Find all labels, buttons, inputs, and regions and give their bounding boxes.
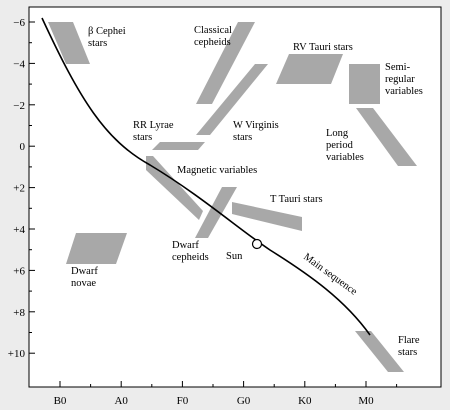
region-w-virginis	[196, 64, 268, 135]
sun-marker	[251, 238, 263, 250]
region-flare	[355, 331, 404, 372]
region-rr-lyrae	[152, 142, 205, 150]
x-tick-label: M0	[358, 395, 374, 407]
label-rr-lyrae: RR Lyrae stars	[133, 120, 176, 143]
region-semi-regular	[349, 64, 380, 104]
y-tick-label: −2	[13, 100, 25, 112]
label-flare: Flare stars	[398, 335, 422, 358]
label-rv-tauri: RV Tauri stars	[293, 42, 353, 53]
y-tick-label: 0	[20, 141, 26, 153]
label-dwarf-novae: Dwarf novae	[71, 266, 100, 289]
y-axis: −6 −4 −2 0 +2 +4 +6 +8 +10	[8, 17, 35, 360]
region-dwarf-cepheids	[195, 187, 237, 238]
label-magnetic: Magnetic variables	[177, 165, 257, 176]
x-tick-label: F0	[177, 395, 189, 407]
sun-label: Sun	[226, 251, 243, 262]
y-tick-label: +10	[8, 348, 26, 360]
x-tick-label: G0	[237, 395, 251, 407]
y-tick-label: −4	[13, 58, 25, 70]
y-tick-label: +4	[13, 224, 25, 236]
y-tick-label: +8	[13, 307, 25, 319]
region-classical-cepheids	[196, 22, 255, 104]
region-dwarf-novae	[66, 233, 127, 264]
x-tick-label: B0	[54, 395, 67, 407]
region-t-tauri	[232, 202, 302, 231]
region-rv-tauri	[276, 54, 343, 84]
y-tick-label: −6	[13, 17, 25, 29]
label-t-tauri: T Tauri stars	[270, 194, 323, 205]
label-dwarf-cepheids: Dwarf cepheids	[172, 240, 209, 263]
label-semi-regular: Semi- regular variables	[385, 62, 423, 97]
main-sequence-curve	[41, 17, 371, 336]
label-beta-cephei: β Cephei stars	[88, 26, 128, 49]
x-tick-label: K0	[298, 395, 312, 407]
region-long-period	[356, 108, 417, 166]
region-beta-cephei	[48, 22, 90, 64]
label-w-virginis: W Virginis stars	[233, 120, 281, 143]
label-classical-cepheids: Classical cepheids	[194, 25, 235, 48]
label-long-period: Long period variables	[326, 128, 364, 163]
y-tick-label: +2	[13, 183, 25, 195]
x-axis: B0 A0 F0 G0 K0 M0	[54, 381, 398, 407]
x-tick-label: A0	[114, 395, 128, 407]
y-tick-label: +6	[13, 265, 25, 277]
